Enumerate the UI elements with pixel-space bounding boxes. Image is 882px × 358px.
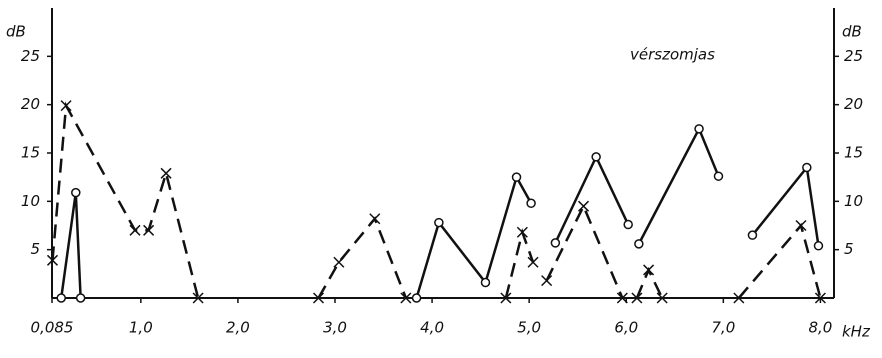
y-tick-label: 25: [21, 47, 40, 65]
point-marker: [802, 162, 812, 173]
x-tick-label: 8,0: [808, 319, 832, 337]
x-tick-label: 4,0: [420, 319, 444, 337]
point-marker: [623, 219, 633, 230]
point-marker: [733, 292, 745, 304]
x-tick-label: 6,0: [614, 319, 638, 337]
point-marker: [813, 241, 824, 251]
y2-tick-label: 15: [844, 144, 863, 162]
point-marker: [527, 256, 539, 268]
point-marker: [333, 256, 345, 268]
point-marker: [369, 213, 381, 225]
annotation: vérszomjas: [630, 46, 715, 64]
point-marker: [480, 277, 491, 288]
point-marker: [46, 254, 59, 266]
y2-tick-label: 10: [844, 192, 863, 210]
x-tick-label: 1,0: [129, 319, 153, 337]
point-marker: [694, 124, 704, 134]
y2-axis-label: dB: [842, 23, 862, 41]
y2-tick-label: 20: [844, 95, 863, 113]
series-line: [59, 125, 820, 299]
y-tick-label: 10: [21, 192, 40, 210]
y-tick-label: 20: [21, 95, 40, 113]
point-marker: [747, 230, 758, 240]
point-marker: [526, 198, 536, 209]
point-marker: [192, 292, 204, 304]
y-tick-label: 15: [21, 144, 40, 162]
point-marker: [591, 152, 601, 162]
point-marker: [516, 226, 528, 238]
point-marker: [634, 239, 644, 249]
point-marker: [160, 167, 172, 179]
point-marker: [71, 187, 81, 198]
x-axis-label: kHz: [842, 323, 871, 341]
point-marker: [75, 293, 86, 303]
point-marker: [143, 224, 155, 236]
y2-tick-label: 5: [844, 240, 854, 258]
x-tick-label: 5,0: [517, 319, 541, 337]
point-marker: [411, 293, 422, 303]
x-tick-label: 2,0: [226, 319, 250, 337]
point-marker: [814, 292, 826, 304]
series-line: [51, 101, 822, 299]
point-marker: [400, 292, 412, 304]
point-marker: [60, 100, 72, 112]
point-marker: [795, 219, 807, 232]
y-tick-label: 5: [30, 240, 40, 258]
point-marker: [643, 264, 655, 276]
point-marker: [713, 171, 724, 181]
point-marker: [541, 275, 553, 287]
point-marker: [550, 238, 561, 248]
x-tick-label: 7,0: [711, 319, 735, 337]
point-marker: [656, 292, 668, 304]
x-tick-label: 3,0: [323, 319, 347, 337]
y2-tick-label: 25: [844, 47, 863, 65]
point-marker: [312, 292, 325, 304]
point-marker: [500, 292, 512, 304]
y-axis-label: dB: [6, 23, 26, 41]
point-marker: [577, 200, 590, 212]
point-marker: [511, 172, 522, 182]
point-marker: [616, 292, 628, 304]
x-tick-label: 0,085: [31, 319, 74, 337]
point-marker: [129, 224, 141, 236]
point-marker: [56, 293, 66, 303]
point-marker: [434, 217, 444, 228]
point-marker: [631, 292, 643, 304]
